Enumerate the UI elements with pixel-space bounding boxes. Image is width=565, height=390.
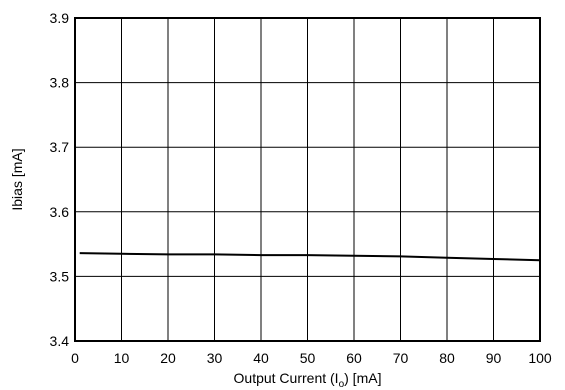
y-tick-label: 3.5 <box>50 268 70 284</box>
y-tick-label: 3.7 <box>50 139 70 155</box>
x-tick-label: 80 <box>439 350 455 366</box>
x-tick-label: 100 <box>528 350 552 366</box>
x-tick-label: 0 <box>71 350 79 366</box>
y-axis-label: Ibias [mA] <box>9 148 25 210</box>
x-tick-label: 60 <box>346 350 362 366</box>
x-axis-label-suffix: ) [mA] <box>344 370 381 386</box>
x-axis-label-prefix: Output Current (I <box>234 370 339 386</box>
plot-frame <box>74 17 541 342</box>
x-axis-label-subscript: o <box>339 379 345 390</box>
y-tick-label: 3.8 <box>50 75 70 91</box>
x-tick-label: 70 <box>393 350 409 366</box>
x-tick-label: 20 <box>160 350 176 366</box>
x-tick-label: 40 <box>253 350 269 366</box>
x-tick-label: 50 <box>300 350 316 366</box>
x-tick-labels: 0 10 20 30 40 50 60 70 80 90 100 <box>71 350 552 366</box>
x-tick-label: 30 <box>207 350 223 366</box>
x-tick-label: 10 <box>114 350 130 366</box>
y-tick-labels: 3.4 3.5 3.6 3.7 3.8 3.9 <box>50 10 70 349</box>
series-line <box>79 252 541 262</box>
x-axis-label: Output Current (Io) [mA] <box>234 370 382 390</box>
grid <box>74 17 541 342</box>
y-tick-label: 3.6 <box>50 204 70 220</box>
series-layer <box>79 252 541 262</box>
y-tick-label: 3.4 <box>50 333 70 349</box>
x-tick-label: 90 <box>486 350 502 366</box>
y-tick-label: 3.9 <box>50 10 70 26</box>
